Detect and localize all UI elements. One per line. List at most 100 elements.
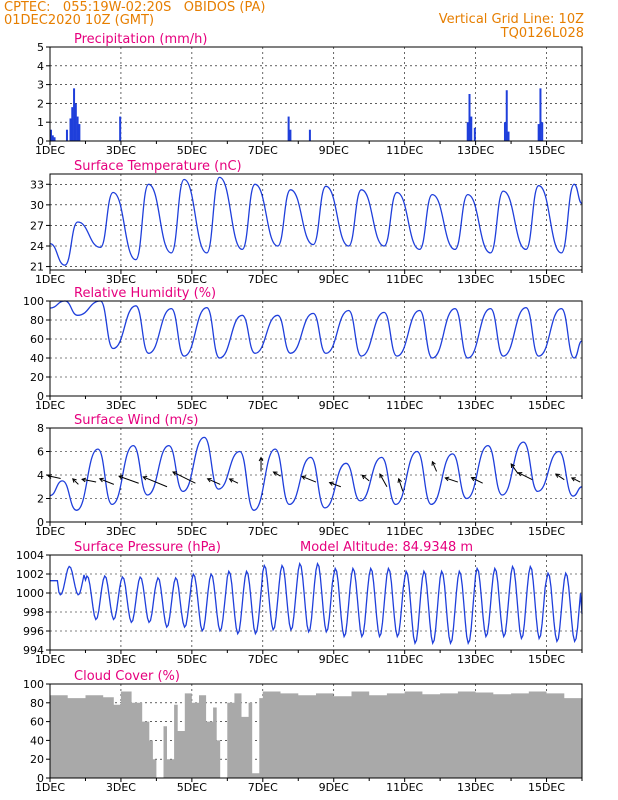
precip-frame: [49, 46, 583, 142]
cloud-xtick-label: 7DEC: [248, 781, 278, 794]
precip-bar: [287, 116, 290, 141]
wind-ytick-label: 4: [37, 469, 44, 482]
cloud-xtick-label: 15DEC: [528, 781, 565, 794]
wind-ytick-label: 2: [37, 493, 44, 506]
precip-xtick-label: 9DEC: [319, 144, 349, 157]
pressure-ytick-label: 1002: [16, 568, 44, 581]
pressure-xtick-label: 7DEC: [248, 653, 278, 666]
precip-bar: [289, 129, 292, 141]
model-code: TQ0126L028: [500, 26, 584, 41]
wind-arrow-head: [510, 463, 516, 469]
precip-title: Precipitation (mm/h): [74, 32, 207, 47]
wind-arrow-head: [444, 476, 450, 482]
humidity-ytick-label: 20: [30, 371, 44, 384]
precip-xtick-label: 7DEC: [248, 144, 278, 157]
precip-bar: [71, 107, 74, 141]
cloud-xtick-label: 3DEC: [106, 781, 136, 794]
precip-bar: [537, 124, 540, 141]
temp-frame: [49, 173, 583, 271]
wind-arrow-head: [272, 471, 278, 476]
pressure-ytick-label: 1004: [16, 549, 44, 562]
humidity-xtick-label: 11DEC: [386, 399, 423, 412]
precip-bar: [539, 88, 542, 141]
precip-xtick-label: 13DEC: [457, 144, 494, 157]
pressure-subtitle: Model Altitude: 84.9348 m: [300, 540, 473, 555]
temp-ytick-label: 24: [30, 240, 44, 253]
wind-xtick-label: 7DEC: [248, 525, 278, 538]
humidity-ytick-label: 100: [23, 295, 44, 308]
wind-arrow: [431, 461, 438, 472]
precip-ytick-label: 5: [37, 41, 44, 54]
wind-arrow-head: [142, 476, 148, 481]
wind-arrow-head: [379, 473, 384, 479]
temp-title: Surface Temperature (nC): [74, 159, 242, 174]
wind-xtick-label: 15DEC: [528, 525, 565, 538]
precip-xtick-label: 1DEC: [35, 144, 65, 157]
pressure-ytick-label: 994: [23, 644, 44, 657]
wind-arrow: [555, 473, 565, 481]
precip-bar: [73, 88, 76, 141]
humidity-title: Relative Humidity (%): [74, 286, 216, 301]
wind-arrow-head: [81, 477, 87, 483]
wind-xtick-label: 13DEC: [457, 525, 494, 538]
precip-xtick-label: 11DEC: [386, 144, 423, 157]
humidity-line: [49, 300, 583, 359]
precip-bar: [507, 131, 510, 141]
wind-arrow: [571, 477, 581, 483]
wind-arrow-head: [361, 474, 367, 480]
wind-arrow: [82, 478, 97, 483]
pressure-xtick-label: 11DEC: [386, 653, 423, 666]
temp-xtick-label: 5DEC: [177, 273, 207, 286]
precip-bar: [308, 129, 311, 141]
wind-arrow-head: [517, 472, 523, 477]
cloud-xtick-label: 5DEC: [177, 781, 207, 794]
wind-arrow: [72, 478, 79, 485]
precip-bar: [473, 127, 476, 141]
humidity-frame: [49, 300, 583, 397]
temp-xtick-label: 1DEC: [35, 273, 65, 286]
precip-xtick-label: 15DEC: [528, 144, 565, 157]
wind-arrow-head: [301, 475, 307, 480]
temp-line: [49, 176, 583, 266]
cloud-ytick-label: 0: [37, 772, 44, 785]
pressure-xtick-label: 3DEC: [106, 653, 136, 666]
wind-arrow-head: [172, 471, 178, 476]
pressure-xtick-label: 1DEC: [35, 653, 65, 666]
temp-ytick-label: 33: [30, 178, 44, 191]
temp-xtick-label: 13DEC: [457, 273, 494, 286]
wind-arrow-head: [72, 478, 77, 483]
precip-bar: [69, 118, 72, 141]
humidity-ytick-label: 0: [37, 390, 44, 403]
humidity-xtick-label: 1DEC: [35, 399, 65, 412]
wind-arrow: [172, 471, 196, 484]
wind-arrow: [329, 482, 342, 488]
precip-ytick-label: 1: [37, 116, 44, 129]
cloud-ytick-label: 60: [30, 716, 44, 729]
wind-arrow: [471, 477, 483, 484]
wind-arrow-head: [431, 460, 436, 466]
precip-ytick-label: 4: [37, 60, 44, 73]
wind-xtick-label: 11DEC: [386, 525, 423, 538]
humidity-xtick-label: 15DEC: [528, 399, 565, 412]
wind-arrow: [99, 478, 115, 485]
cloud-xtick-label: 1DEC: [35, 781, 65, 794]
wind-arrow: [518, 472, 533, 481]
wind-arrow: [361, 474, 370, 482]
precip-bar: [50, 129, 52, 141]
wind-arrow-head: [258, 456, 264, 462]
wind-arrow-head: [470, 477, 476, 482]
temp-xtick-label: 15DEC: [528, 273, 565, 286]
cloud-xtick-label: 11DEC: [386, 781, 423, 794]
wind-title: Surface Wind (m/s): [74, 413, 198, 428]
precip-xtick-label: 3DEC: [106, 144, 136, 157]
cloud-xtick-label: 13DEC: [457, 781, 494, 794]
precip-ytick-label: 0: [37, 135, 44, 148]
wind-arrow: [207, 478, 221, 485]
temp-xtick-label: 3DEC: [106, 273, 136, 286]
wind-arrow-head: [328, 481, 334, 486]
humidity-xtick-label: 3DEC: [106, 399, 136, 412]
date-header: 01DEC2020 10Z (GMT): [4, 13, 155, 28]
precip-bar: [505, 90, 508, 141]
pressure-ytick-label: 998: [23, 606, 44, 619]
temp-ytick-label: 27: [30, 219, 44, 232]
